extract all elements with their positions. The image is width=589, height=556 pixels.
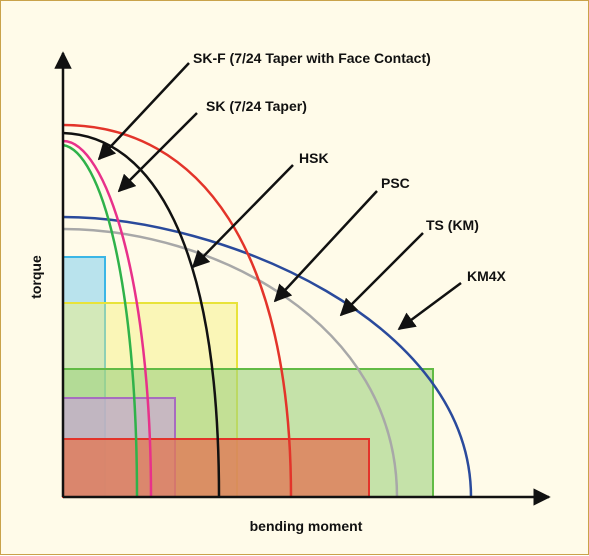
pointer-hsk <box>191 164 294 269</box>
pointer-psc <box>273 190 378 303</box>
label-ts: TS (KM) <box>426 217 479 233</box>
label-km4x: KM4X <box>467 268 507 284</box>
label-sk: SK (7/24 Taper) <box>206 98 307 114</box>
curve-psc <box>62 123 293 498</box>
curve-km4x <box>62 215 473 498</box>
curve-sk <box>62 143 139 498</box>
pointer-skf <box>97 62 190 161</box>
curve-skf <box>62 139 153 498</box>
y-axis-label: torque <box>28 255 44 299</box>
x-axis-label: bending moment <box>250 518 363 534</box>
curve-hsk <box>62 131 221 498</box>
capacity-box-red <box>62 438 370 498</box>
pointer-sk <box>117 112 198 193</box>
label-skf: SK-F (7/24 Taper with Face Contact) <box>193 50 431 66</box>
label-hsk: HSK <box>299 150 329 166</box>
pointer-km4x <box>397 281 462 331</box>
pointer-ts <box>339 232 424 317</box>
label-psc: PSC <box>381 175 410 191</box>
